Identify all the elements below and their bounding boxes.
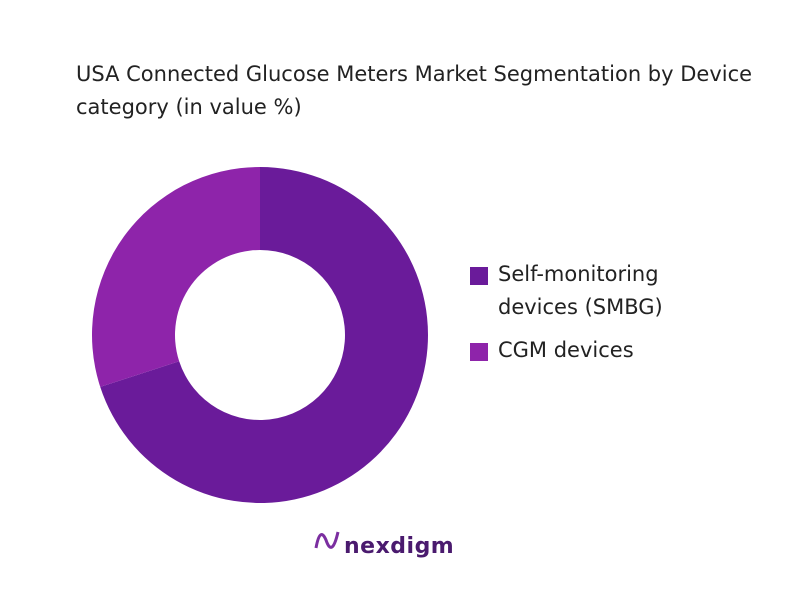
slice: [92, 167, 261, 387]
legend-swatch: [470, 267, 488, 285]
legend: Self-monitoring devices (SMBG) CGM device…: [470, 258, 720, 377]
legend-label: Self-monitoring devices (SMBG): [498, 262, 663, 319]
legend-item: CGM devices: [470, 334, 720, 367]
chart-title: USA Connected Glucose Meters Market Segm…: [76, 62, 753, 119]
slice: [100, 167, 428, 504]
legend-swatch: [470, 343, 488, 361]
logo-icon: [314, 531, 340, 549]
legend-label: CGM devices: [498, 338, 634, 362]
legend-item: Self-monitoring devices (SMBG): [470, 258, 720, 324]
logo: nexdigm: [344, 534, 455, 559]
